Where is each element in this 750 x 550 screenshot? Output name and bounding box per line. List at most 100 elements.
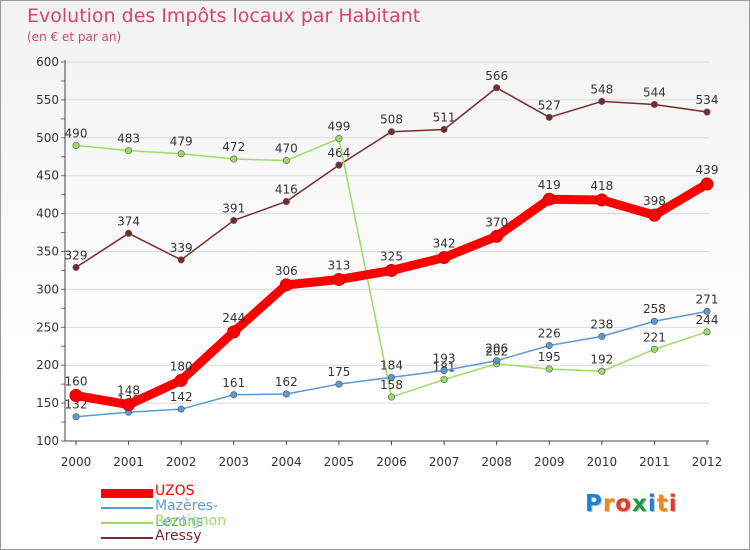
data-label: 325 bbox=[380, 249, 403, 263]
data-label: 162 bbox=[275, 375, 298, 389]
data-point bbox=[72, 141, 80, 149]
data-label: 479 bbox=[170, 135, 193, 149]
data-point bbox=[282, 390, 290, 398]
data-point bbox=[387, 128, 395, 136]
data-point bbox=[440, 376, 448, 384]
x-tick-label: 2011 bbox=[639, 455, 670, 469]
legend-label: Rontignon bbox=[155, 513, 227, 529]
legend-swatch bbox=[101, 522, 153, 524]
data-label: 544 bbox=[643, 85, 666, 99]
data-label: 511 bbox=[433, 110, 456, 124]
data-point bbox=[230, 391, 238, 399]
data-label: 258 bbox=[643, 302, 666, 316]
data-point bbox=[125, 147, 133, 155]
data-label: 370 bbox=[485, 215, 508, 229]
data-point bbox=[595, 193, 609, 207]
data-point bbox=[703, 108, 711, 116]
data-point bbox=[177, 405, 185, 413]
data-label: 499 bbox=[327, 120, 350, 134]
data-point bbox=[177, 150, 185, 158]
data-label: 439 bbox=[696, 163, 719, 177]
data-point bbox=[493, 84, 501, 92]
x-tick-label: 2010 bbox=[587, 455, 618, 469]
data-label: 342 bbox=[433, 237, 456, 251]
data-label: 470 bbox=[275, 142, 298, 156]
data-point bbox=[385, 263, 398, 277]
data-label: 192 bbox=[590, 352, 613, 366]
data-label: 416 bbox=[275, 182, 298, 196]
data-point bbox=[72, 413, 80, 421]
data-point bbox=[650, 317, 658, 325]
data-point bbox=[332, 273, 346, 287]
x-tick-label: 2008 bbox=[481, 455, 512, 469]
data-point bbox=[598, 97, 606, 105]
data-label: 508 bbox=[380, 113, 403, 127]
data-point bbox=[387, 373, 395, 381]
data-label: 175 bbox=[327, 365, 350, 379]
x-tick-label: 2003 bbox=[218, 455, 249, 469]
x-tick-label: 2012 bbox=[692, 455, 723, 469]
data-label: 566 bbox=[485, 69, 508, 83]
data-point bbox=[545, 341, 553, 349]
data-label: 339 bbox=[170, 241, 193, 255]
data-point bbox=[598, 367, 606, 375]
y-tick-label: 300 bbox=[36, 282, 59, 296]
data-label: 490 bbox=[65, 126, 88, 140]
y-tick-label: 250 bbox=[36, 320, 59, 334]
data-point bbox=[282, 197, 290, 205]
data-label: 306 bbox=[275, 264, 298, 278]
x-tick-label: 2009 bbox=[534, 455, 565, 469]
data-label: 472 bbox=[222, 140, 245, 154]
data-label: 180 bbox=[170, 359, 193, 373]
data-point bbox=[490, 229, 504, 243]
data-point bbox=[387, 393, 395, 401]
data-label: 160 bbox=[65, 375, 88, 389]
data-label: 527 bbox=[538, 98, 561, 112]
data-label: 391 bbox=[222, 201, 245, 215]
data-label: 206 bbox=[485, 342, 508, 356]
legend-label: Mazères-Lezons bbox=[155, 498, 219, 530]
x-tick-label: 2000 bbox=[61, 455, 92, 469]
y-tick-label: 500 bbox=[36, 131, 59, 145]
data-label: 244 bbox=[222, 311, 245, 325]
data-point bbox=[69, 389, 83, 403]
y-tick-label: 600 bbox=[36, 55, 59, 69]
y-tick-label: 550 bbox=[36, 93, 59, 107]
y-tick-label: 100 bbox=[36, 434, 59, 448]
data-point bbox=[335, 135, 343, 143]
data-point bbox=[335, 161, 343, 169]
data-point bbox=[650, 345, 658, 353]
chart-subtitle: (en € et par an) bbox=[27, 30, 122, 44]
data-point bbox=[542, 192, 556, 206]
data-point bbox=[703, 307, 711, 315]
x-tick-label: 2002 bbox=[166, 455, 197, 469]
data-point bbox=[122, 398, 136, 412]
data-label: 418 bbox=[590, 179, 613, 193]
data-label: 142 bbox=[170, 390, 193, 404]
legend-label: Aressy bbox=[155, 528, 202, 544]
x-tick-label: 2005 bbox=[324, 455, 355, 469]
data-point bbox=[72, 263, 80, 271]
data-label: 483 bbox=[117, 132, 140, 146]
x-tick-label: 2006 bbox=[376, 455, 407, 469]
data-label: 464 bbox=[327, 146, 350, 160]
y-tick-label: 350 bbox=[36, 245, 59, 259]
data-label: 313 bbox=[327, 259, 350, 273]
y-tick-label: 150 bbox=[36, 396, 59, 410]
data-label: 158 bbox=[380, 378, 403, 392]
proxiti-logo: Proxiti bbox=[585, 491, 678, 517]
data-label: 271 bbox=[696, 292, 719, 306]
x-tick-label: 2004 bbox=[271, 455, 302, 469]
data-point bbox=[282, 157, 290, 165]
data-label: 184 bbox=[380, 358, 403, 372]
data-point bbox=[335, 380, 343, 388]
y-tick-label: 400 bbox=[36, 207, 59, 221]
data-label: 132 bbox=[65, 398, 88, 412]
data-label: 221 bbox=[643, 330, 666, 344]
data-point bbox=[227, 325, 241, 339]
data-label: 193 bbox=[433, 352, 456, 366]
data-label: 534 bbox=[696, 93, 719, 107]
data-label: 329 bbox=[65, 248, 88, 262]
